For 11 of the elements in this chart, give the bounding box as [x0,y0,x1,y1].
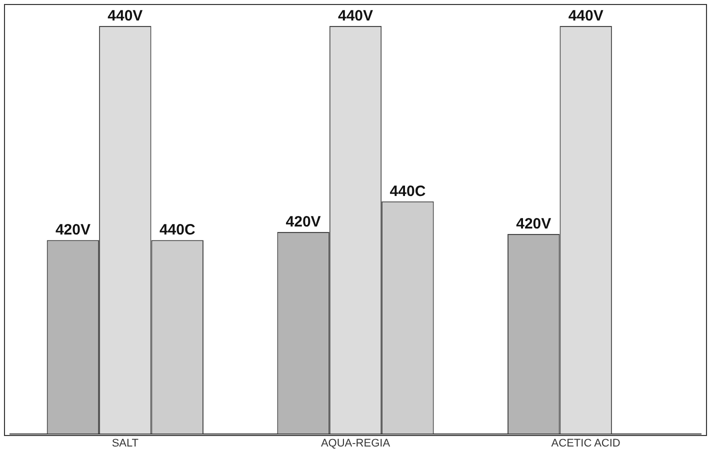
series-label: 440V [108,8,143,25]
series-label: 440C [159,222,196,239]
x-tick-label: AQUA-REGIA [320,437,391,450]
series-label: 420V [55,222,90,239]
text: 420V [286,214,321,231]
text: 440V [338,8,374,25]
x-tick-label: ACETIC ACID [551,437,620,450]
text: 420V [516,216,552,233]
text: 440V [568,8,604,25]
text: 440C [390,182,426,200]
x-tick-label: SALT [112,437,139,450]
